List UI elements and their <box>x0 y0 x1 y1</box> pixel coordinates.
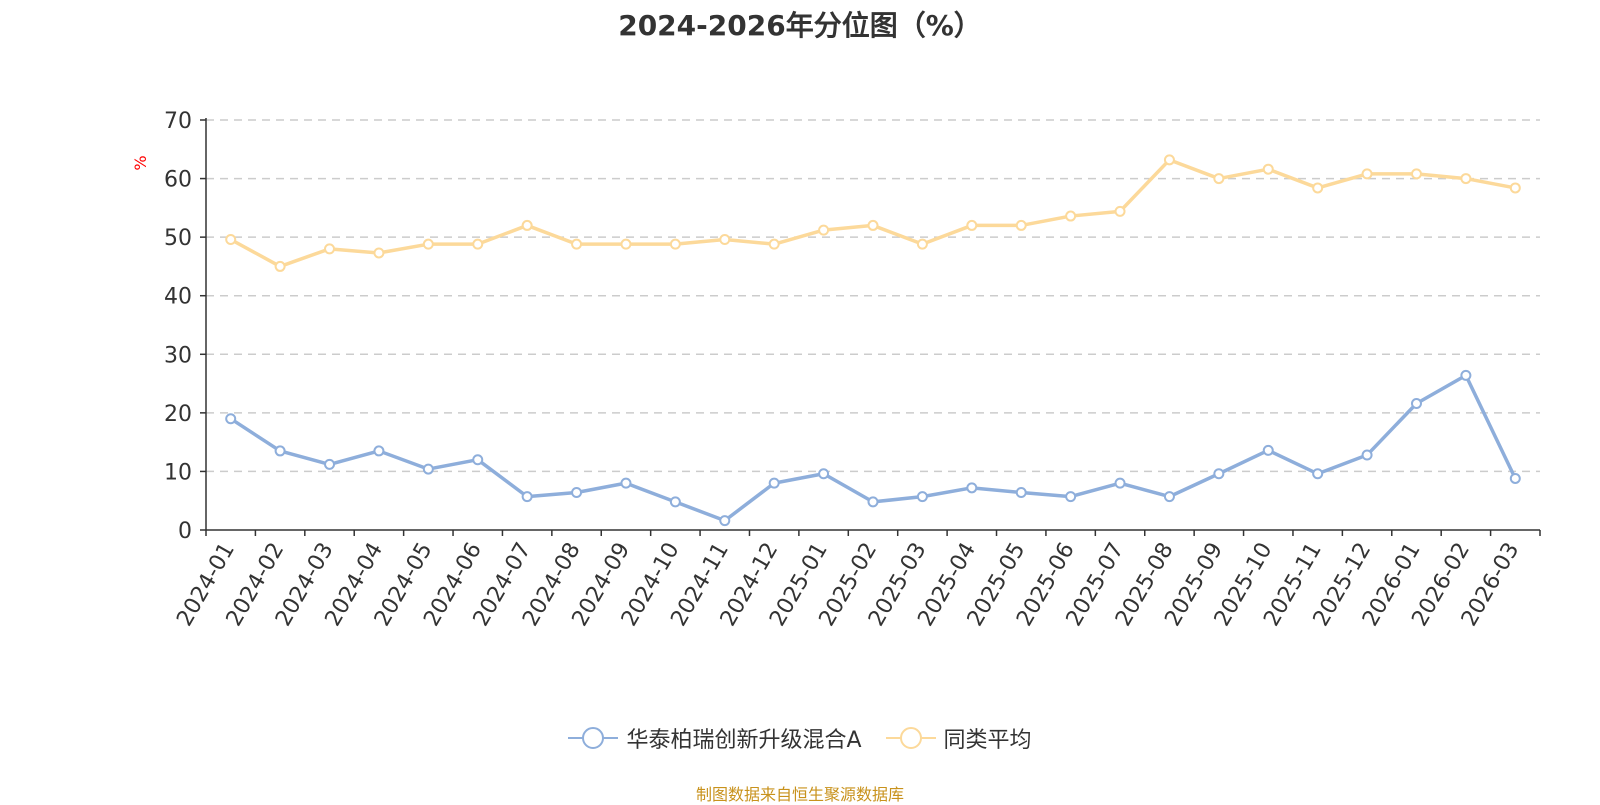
data-point <box>1312 182 1324 194</box>
y-tick-label: 40 <box>164 285 192 310</box>
data-point <box>1460 173 1472 185</box>
axes: 0102030405060702024-012024-022024-032024… <box>164 109 1541 631</box>
data-point <box>966 482 978 494</box>
data-point <box>669 238 681 250</box>
data-point <box>719 515 731 527</box>
legend: 华泰柏瑞创新升级混合A 同类平均 <box>0 722 1600 754</box>
data-point <box>373 445 385 457</box>
data-point <box>867 219 879 231</box>
series-layer <box>225 154 1521 527</box>
y-tick-label: 0 <box>178 519 192 544</box>
data-point <box>225 413 237 425</box>
data-point <box>472 238 484 250</box>
data-point <box>1312 468 1324 480</box>
data-point <box>1262 444 1274 456</box>
data-point <box>571 238 583 250</box>
data-point <box>768 477 780 489</box>
data-point <box>916 491 928 503</box>
data-point <box>867 496 879 508</box>
data-point <box>472 454 484 466</box>
data-point <box>571 487 583 499</box>
legend-item-series-0[interactable]: 华泰柏瑞创新升级混合A <box>568 722 862 754</box>
data-point <box>818 468 830 480</box>
y-tick-label: 60 <box>164 168 192 193</box>
data-point <box>274 260 286 272</box>
source-note: 制图数据来自恒生聚源数据库 <box>695 785 904 804</box>
data-point <box>1163 154 1175 166</box>
y-tick-label: 20 <box>164 402 192 427</box>
data-point <box>1361 449 1373 461</box>
data-point <box>1065 491 1077 503</box>
series-1 <box>225 154 1521 272</box>
data-point <box>1361 168 1373 180</box>
data-point <box>1015 487 1027 499</box>
data-point <box>620 477 632 489</box>
chart-title: 2024-2026年分位图（%） <box>618 9 982 42</box>
data-point <box>422 238 434 250</box>
data-point <box>1509 182 1521 194</box>
data-point <box>669 496 681 508</box>
legend-label-series-0: 华泰柏瑞创新升级混合A <box>626 728 862 753</box>
data-point <box>1213 173 1225 185</box>
series-0 <box>225 369 1521 527</box>
data-point <box>521 219 533 231</box>
data-point <box>521 491 533 503</box>
grid-lines <box>206 119 1540 473</box>
y-tick-label: 50 <box>164 226 192 251</box>
legend-swatch-icon <box>568 727 619 749</box>
data-point <box>1065 210 1077 222</box>
data-point <box>719 233 731 245</box>
data-point <box>768 238 780 250</box>
data-point <box>324 243 336 255</box>
data-point <box>620 238 632 250</box>
y-tick-label: 10 <box>164 460 192 485</box>
data-point <box>966 219 978 231</box>
data-point <box>1015 219 1027 231</box>
data-point <box>1509 472 1521 484</box>
y-axis-unit-label: % <box>131 155 150 170</box>
series-line <box>229 158 1516 269</box>
data-point <box>1410 168 1422 180</box>
legend-swatch-icon <box>885 727 936 749</box>
data-point <box>1114 205 1126 217</box>
data-point <box>373 247 385 259</box>
data-point <box>324 458 336 470</box>
data-point <box>1410 397 1422 409</box>
legend-label-series-1: 同类平均 <box>943 728 1032 753</box>
y-tick-label: 30 <box>164 343 192 368</box>
data-point <box>274 445 286 457</box>
data-point <box>1114 477 1126 489</box>
data-point <box>916 238 928 250</box>
data-point <box>422 463 434 475</box>
data-point <box>225 233 237 245</box>
y-tick-label: 70 <box>164 109 192 134</box>
legend-item-series-1[interactable]: 同类平均 <box>885 722 1032 754</box>
data-point <box>1163 491 1175 503</box>
data-point <box>1460 369 1472 381</box>
data-point <box>818 224 830 236</box>
data-point <box>1262 163 1274 175</box>
data-point <box>1213 468 1225 480</box>
